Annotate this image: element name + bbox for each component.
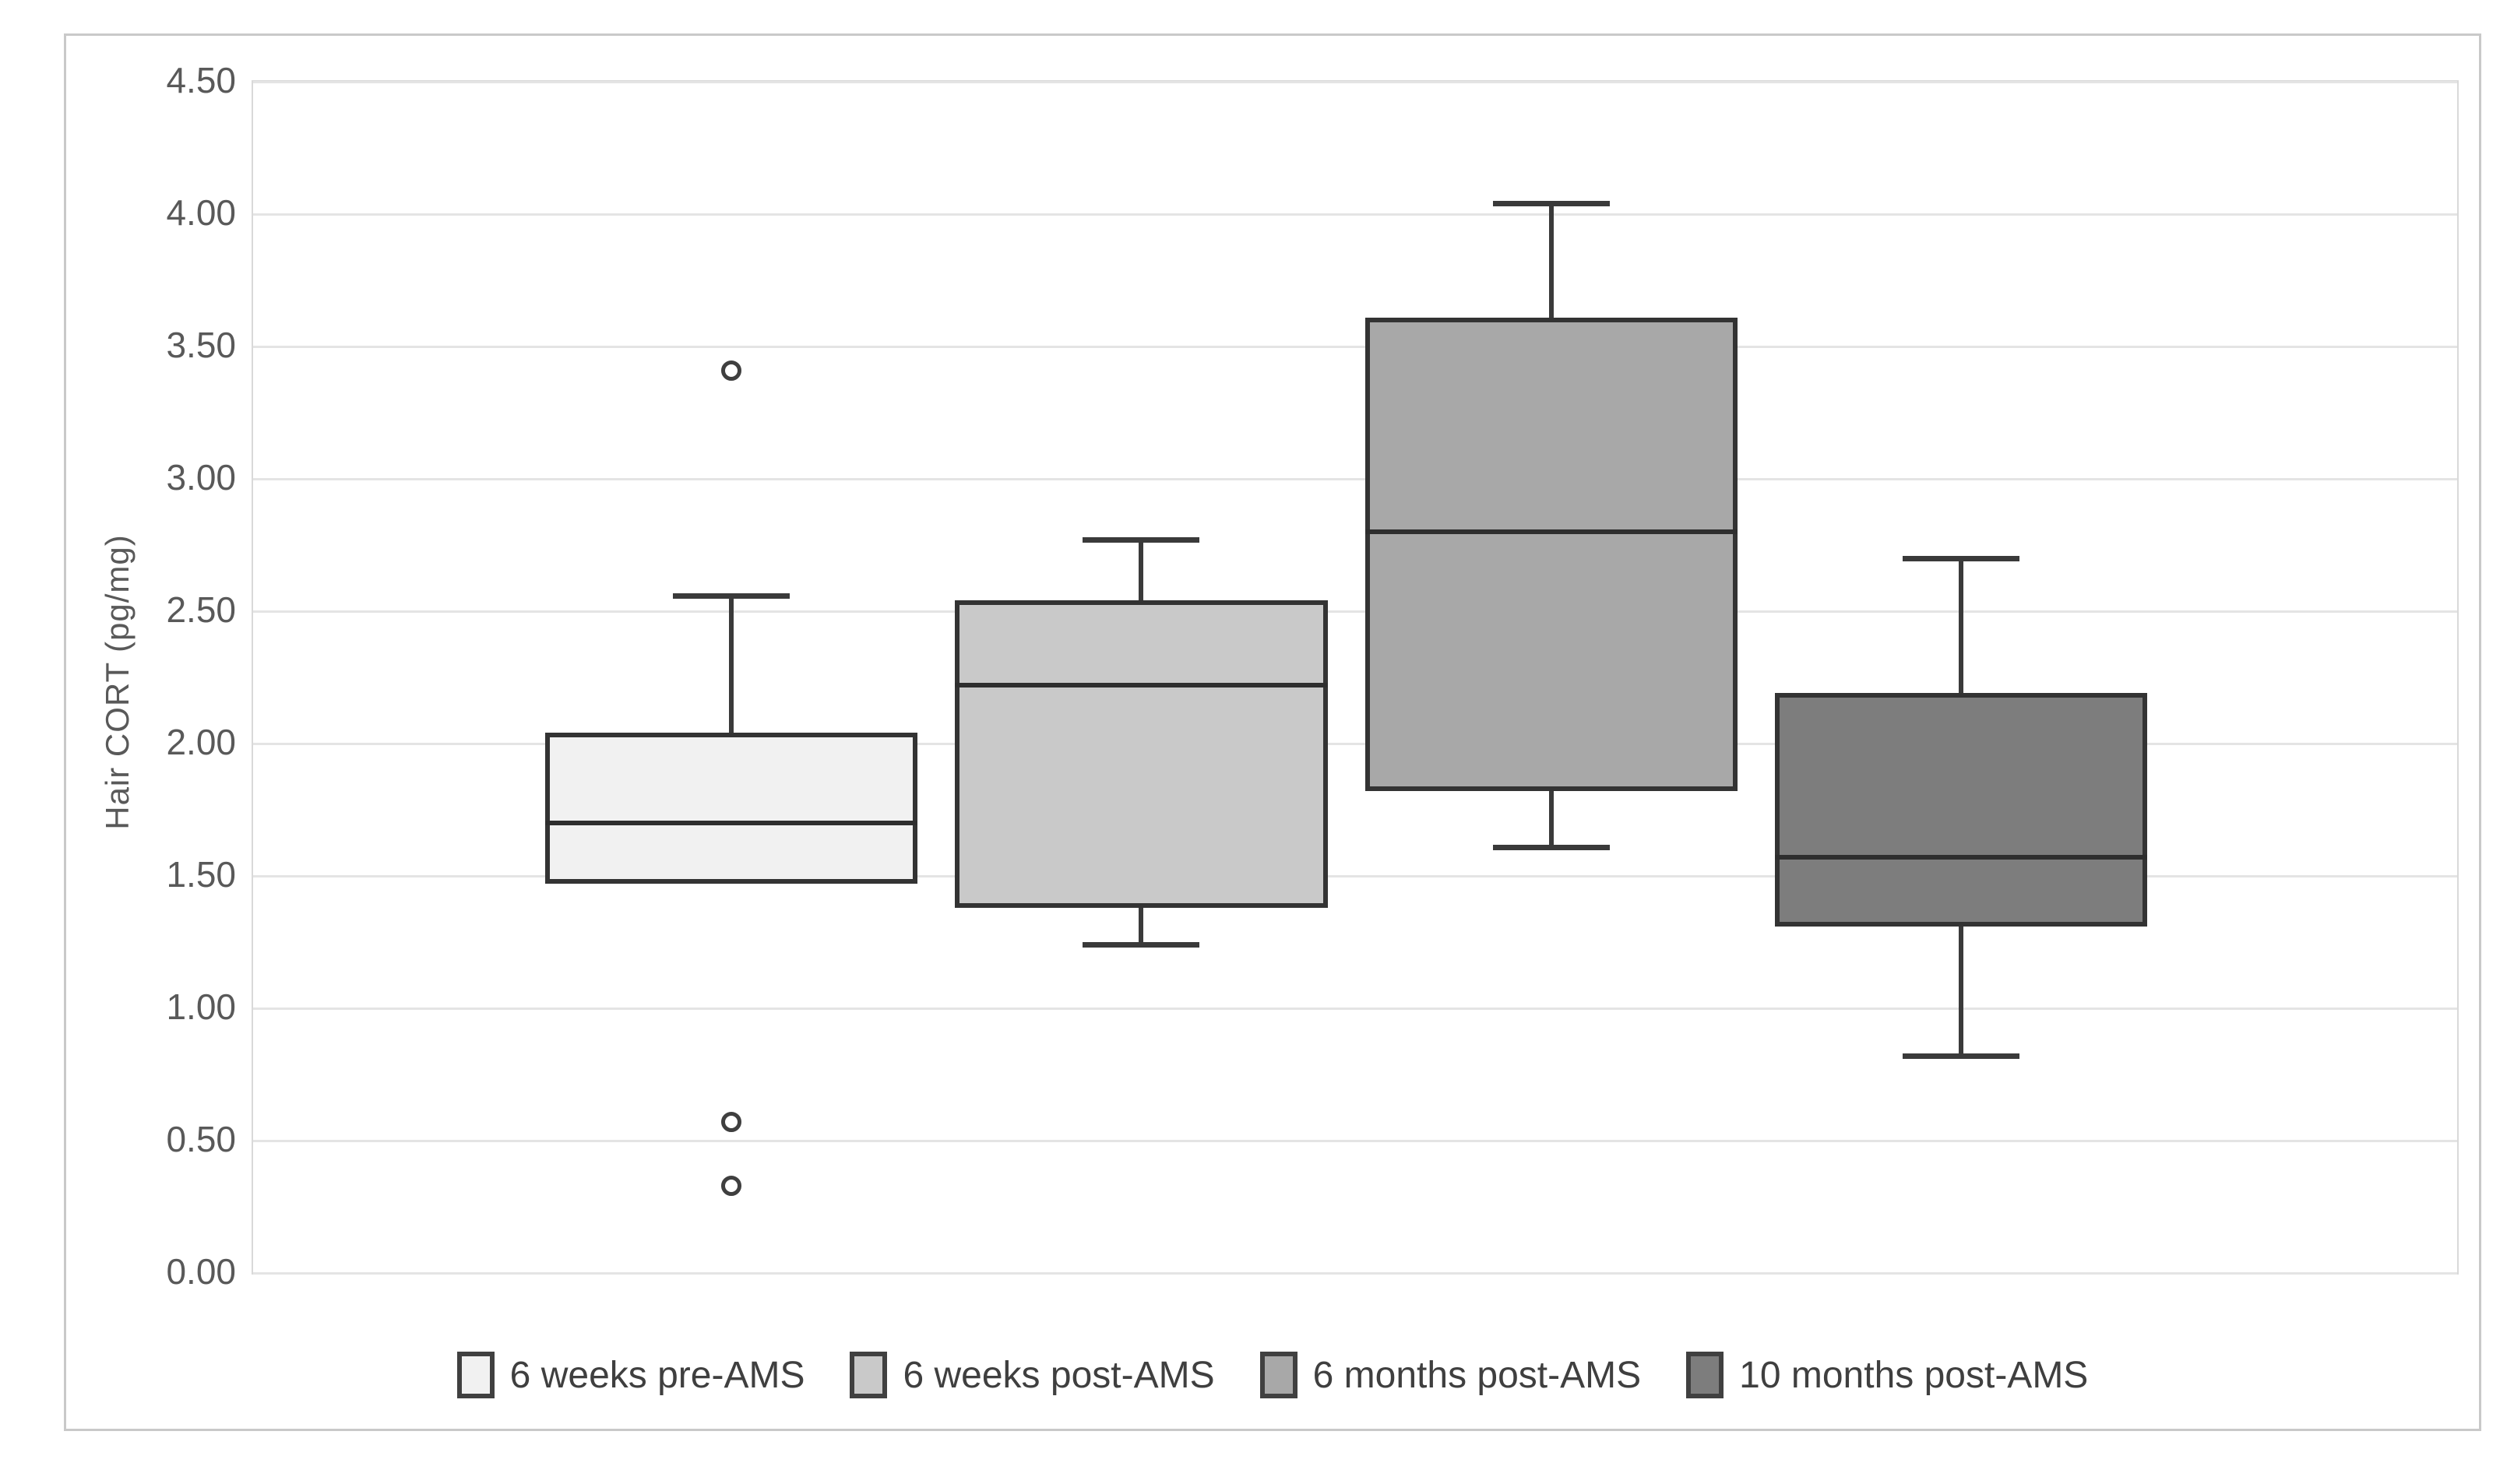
box-6-weeks-pre-ams bbox=[544, 733, 918, 884]
lower-whisker-cap-6-weeks-post-ams bbox=[1083, 942, 1200, 948]
y-tick-1.50: 1.50 bbox=[166, 854, 236, 895]
chart-figure: Hair CORT (pg/mg) 4.50 4.00 3.50 3.00 2.50 2.… bbox=[64, 33, 2481, 1431]
y-tick-4.00: 4.00 bbox=[166, 192, 236, 233]
legend: 6 weeks pre-AMS 6 weeks post-AMS 6 months … bbox=[66, 1328, 2479, 1422]
median-6-weeks-pre-ams bbox=[544, 821, 918, 825]
lower-whisker-10-months-post-ams bbox=[1959, 926, 1964, 1057]
y-tick-3.00: 3.00 bbox=[166, 457, 236, 498]
median-6-weeks-post-ams bbox=[955, 683, 1328, 688]
lower-whisker-cap-10-months-post-ams bbox=[1903, 1053, 2020, 1060]
y-tick-0.00: 0.00 bbox=[166, 1251, 236, 1292]
legend-swatch-6-months-post-ams bbox=[1259, 1352, 1297, 1398]
upper-whisker-6-weeks-pre-ams bbox=[729, 595, 734, 733]
y-axis-tick-labels: 4.50 4.00 3.50 3.00 2.50 2.00 1.50 1.00 0.50 0.00 bbox=[66, 36, 236, 1429]
upper-whisker-cap-6-months-post-ams bbox=[1492, 201, 1610, 207]
box-6-months-post-ams bbox=[1364, 317, 1738, 792]
box-group-6-weeks-post-ams bbox=[253, 82, 2457, 1273]
upper-whisker-6-months-post-ams bbox=[1548, 203, 1554, 318]
legend-swatch-6-weeks-post-ams bbox=[850, 1352, 888, 1398]
outlier-point-6-weeks-pre-ams-0 bbox=[721, 360, 742, 381]
median-10-months-post-ams bbox=[1775, 855, 2148, 860]
legend-swatch-6-weeks-pre-ams bbox=[456, 1352, 495, 1398]
gridline-4.50 bbox=[253, 80, 2457, 83]
lower-whisker-6-months-post-ams bbox=[1548, 791, 1554, 847]
box-group-10-months-post-ams bbox=[253, 82, 2457, 1273]
upper-whisker-cap-6-weeks-post-ams bbox=[1083, 537, 1200, 543]
gridline-2.50 bbox=[253, 610, 2457, 613]
legend-swatch-10-months-post-ams bbox=[1686, 1352, 1724, 1398]
box-6-weeks-post-ams bbox=[955, 600, 1328, 908]
outlier-point-6-weeks-pre-ams-2 bbox=[721, 1175, 742, 1196]
upper-whisker-cap-6-weeks-pre-ams bbox=[673, 593, 790, 599]
gridline-3.50 bbox=[253, 345, 2457, 348]
y-tick-1.00: 1.00 bbox=[166, 986, 236, 1027]
gridline-2.00 bbox=[253, 742, 2457, 745]
legend-item-6-weeks-post-ams: 6 weeks post-AMS bbox=[850, 1352, 1215, 1398]
outlier-point-6-weeks-pre-ams-1 bbox=[721, 1112, 742, 1133]
y-tick-2.00: 2.00 bbox=[166, 722, 236, 762]
lower-whisker-cap-6-months-post-ams bbox=[1492, 844, 1610, 850]
y-tick-3.50: 3.50 bbox=[166, 325, 236, 365]
lower-whisker-6-weeks-post-ams bbox=[1139, 907, 1144, 945]
y-tick-0.50: 0.50 bbox=[166, 1119, 236, 1159]
legend-item-6-weeks-pre-ams: 6 weeks pre-AMS bbox=[456, 1352, 805, 1398]
gridline-3.00 bbox=[253, 477, 2457, 480]
plot-area bbox=[252, 80, 2459, 1275]
box-group-6-weeks-pre-ams bbox=[253, 82, 2457, 1273]
box-group-6-months-post-ams bbox=[253, 82, 2457, 1273]
legend-label-6-months-post-ams: 6 months post-AMS bbox=[1312, 1354, 1642, 1396]
gridline-1.00 bbox=[253, 1007, 2457, 1010]
legend-item-6-months-post-ams: 6 months post-AMS bbox=[1259, 1352, 1642, 1398]
y-tick-4.50: 4.50 bbox=[166, 60, 236, 100]
legend-label-10-months-post-ams: 10 months post-AMS bbox=[1739, 1354, 2089, 1396]
gridline-0.00 bbox=[253, 1271, 2457, 1275]
legend-item-10-months-post-ams: 10 months post-AMS bbox=[1686, 1352, 2088, 1398]
median-6-months-post-ams bbox=[1364, 529, 1738, 534]
upper-whisker-6-weeks-post-ams bbox=[1139, 540, 1144, 601]
upper-whisker-cap-10-months-post-ams bbox=[1903, 556, 2020, 561]
gridline-4.00 bbox=[253, 213, 2457, 216]
gridline-1.50 bbox=[253, 874, 2457, 877]
upper-whisker-10-months-post-ams bbox=[1959, 558, 1964, 694]
legend-label-6-weeks-post-ams: 6 weeks post-AMS bbox=[903, 1354, 1215, 1396]
gridline-0.50 bbox=[253, 1139, 2457, 1142]
box-10-months-post-ams bbox=[1775, 693, 2148, 927]
y-tick-2.50: 2.50 bbox=[166, 589, 236, 630]
legend-label-6-weeks-pre-ams: 6 weeks pre-AMS bbox=[509, 1354, 805, 1396]
